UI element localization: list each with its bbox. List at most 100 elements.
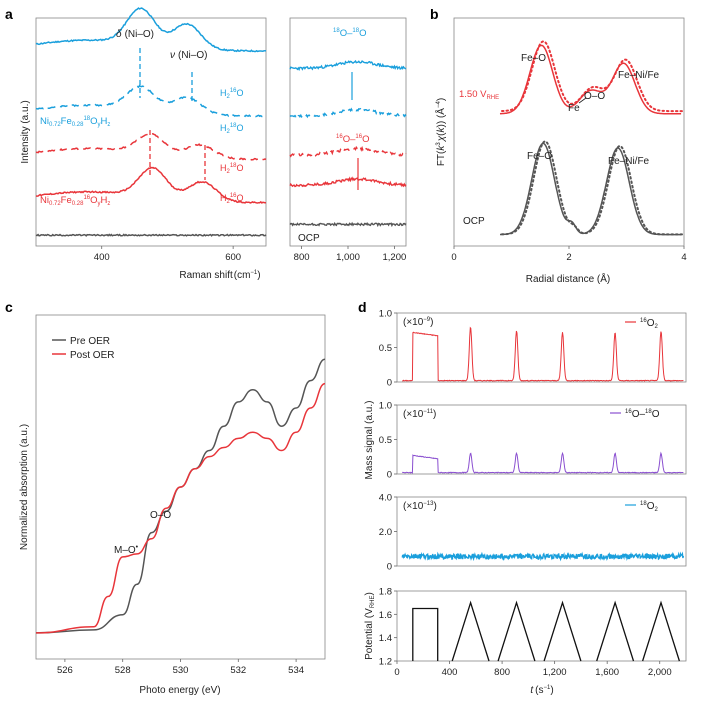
b-ylabel: FT(k3χ(k)) (Å−4) <box>434 98 447 166</box>
b-xlabel: Radial distance (Å) <box>526 272 610 285</box>
c-annot-mo-sup: • <box>136 544 139 551</box>
annot-nu-symbol: ν <box>170 50 175 61</box>
d-ylabel-potential: Potential (VRHE) <box>364 592 376 660</box>
d-xlabel-var: t <box>530 685 534 696</box>
a-left-xtick-label: 600 <box>225 252 241 263</box>
label-h2-18o-red: H218O <box>220 163 244 175</box>
d3-legend: 18O2 <box>640 501 658 513</box>
d2-ytick-label: 0.5 <box>379 435 392 446</box>
b-curves <box>499 40 685 236</box>
legend-pre-oer: Pre OER <box>70 336 110 347</box>
d3-ytick-label: 4.0 <box>379 493 392 504</box>
d-ylabel-potential-close: ) <box>364 592 375 595</box>
a-left-series-line <box>35 7 267 53</box>
a-ylabel: Intensity (a.u.) <box>20 100 31 163</box>
panel-a-label: a <box>5 6 13 22</box>
b-annot-oo: O–O <box>584 91 605 102</box>
a-right-series-line <box>289 221 407 228</box>
legend-post-oer: Post OER <box>70 350 114 361</box>
d4-xtick-label: 800 <box>494 667 510 678</box>
b-xtick-label: 4 <box>681 252 686 263</box>
a-right-xtick-label: 1,200 <box>383 252 407 263</box>
d-potential-ramp <box>596 600 635 662</box>
d-potential-ramp <box>641 600 681 662</box>
b-annot-oo-connector <box>578 97 587 104</box>
panel-a-left: 400 600 δ (Ni–O) ν (Ni–O) H216O H218O H218O… <box>20 7 267 281</box>
c-ticks: 526 528 530 532 534 <box>57 659 304 676</box>
c-xtick-label: 532 <box>230 665 246 676</box>
a-left-series-line <box>35 84 267 118</box>
d-potential-ramp <box>451 600 490 662</box>
a-right-series-line <box>289 107 407 119</box>
d-series-line <box>401 451 684 474</box>
label-h2-18o-blue: H218O <box>220 123 244 135</box>
d2-scale: (×10−11) <box>403 409 436 420</box>
c-xtick-label: 528 <box>115 665 131 676</box>
panel-c-label: c <box>5 299 13 315</box>
d1-ytick-label: 0.5 <box>379 343 392 354</box>
a-right-xtick-label: 1,000 <box>336 252 360 263</box>
label-h2-16o-blue: H216O <box>220 88 244 100</box>
b-annot-feo-bottom: Fe–O <box>527 151 552 162</box>
label-h2-16o-red: H216O <box>220 193 244 205</box>
d4-ytick-label: 1.2 <box>379 657 392 668</box>
axes-frame-a-right <box>289 17 407 247</box>
d-xlabel-unit: (s <box>535 685 543 696</box>
label-18o-18o: 18O–18O <box>333 28 366 39</box>
annot-nu: ν (Ni–O) <box>170 50 207 61</box>
a-right-curves <box>289 59 407 228</box>
a-right-ticks: 800 1,000 1,200 <box>294 246 407 263</box>
d2-legend: 16O–18O <box>625 409 660 420</box>
d4-xtick-label: 0 <box>394 667 399 678</box>
d4-xtick-label: 1,600 <box>595 667 619 678</box>
d1-ytick-label: 1.0 <box>379 309 392 320</box>
d4-ytick-label: 1.4 <box>379 633 392 644</box>
d1-scale: (×10−9) <box>403 317 433 328</box>
c-series-line <box>35 382 326 634</box>
c-ylabel: Normalized absorption (a.u.) <box>19 424 30 550</box>
annot-delta: δ (Ni–O) <box>116 29 154 40</box>
d-series-line <box>402 326 684 382</box>
panel-a-right: 800 1,000 1,200 18O–18O 16O–16O OCP <box>289 17 407 263</box>
panel-b-label: b <box>430 6 439 22</box>
b-series-line <box>500 142 682 236</box>
a-left-series-line <box>35 233 267 237</box>
c-annot-oo: O–O <box>150 510 171 521</box>
b-label-potential: 1.50 VRHE <box>459 89 499 101</box>
d2-ytick-label: 0 <box>387 470 392 481</box>
panel-c: 526 528 530 532 534 Pre OER Post OER O–O M–O… <box>19 314 326 696</box>
d4-ytick-label: 1.6 <box>379 610 392 621</box>
d-xlabel: t (s−1) <box>530 685 553 696</box>
axes-frame-a-left <box>35 17 267 247</box>
d3-ytick-label: 0 <box>387 562 392 573</box>
d1-ytick-label: 0 <box>387 378 392 389</box>
d-ylabel-mass: Mass signal (a.u.) <box>364 401 375 480</box>
panel-d-label: d <box>358 299 367 315</box>
c-xlabel: Photo energy (eV) <box>139 685 220 696</box>
panel-d: 0 0.5 1.0 0 0.5 1.0 0 2.0 4.0 1.2 1.4 1.6 1.8 0 400 800… <box>364 309 687 696</box>
b-xtick-label: 0 <box>451 252 456 263</box>
b-annot-fe: Fe <box>568 103 580 114</box>
annot-delta-text: (Ni–O) <box>125 29 154 40</box>
d-potential-hold <box>412 607 439 661</box>
d3-scale: (×10−13) <box>403 501 437 512</box>
a-right-xtick-label: 800 <box>294 252 310 263</box>
a-xlabel-close: ) <box>257 270 260 281</box>
a-left-ticks: 400 600 <box>94 246 241 263</box>
axes-frame-b <box>453 17 685 247</box>
d-curves <box>401 326 685 662</box>
b-ticks: 0 2 4 <box>451 246 687 263</box>
d1-legend: 16O2 <box>640 318 658 330</box>
b-ocp-label: OCP <box>463 216 485 227</box>
c-xtick-label: 526 <box>57 665 73 676</box>
b-xtick-label: 2 <box>566 252 571 263</box>
d-ylabel-potential-text: Potential (V <box>364 608 375 660</box>
a-xlabel-exp: −1 <box>250 270 258 276</box>
d-ticks: 0 0.5 1.0 0 0.5 1.0 0 2.0 4.0 1.2 1.4 1.6 1.8 0 400 800… <box>379 309 672 679</box>
label-ni-18o: Ni0.72Fe0.2818OyHz <box>40 116 110 128</box>
d4-xtick-label: 1,200 <box>543 667 567 678</box>
d-potential-ramp <box>497 600 536 662</box>
b-label-potential-value: 1.50 V <box>459 89 487 100</box>
